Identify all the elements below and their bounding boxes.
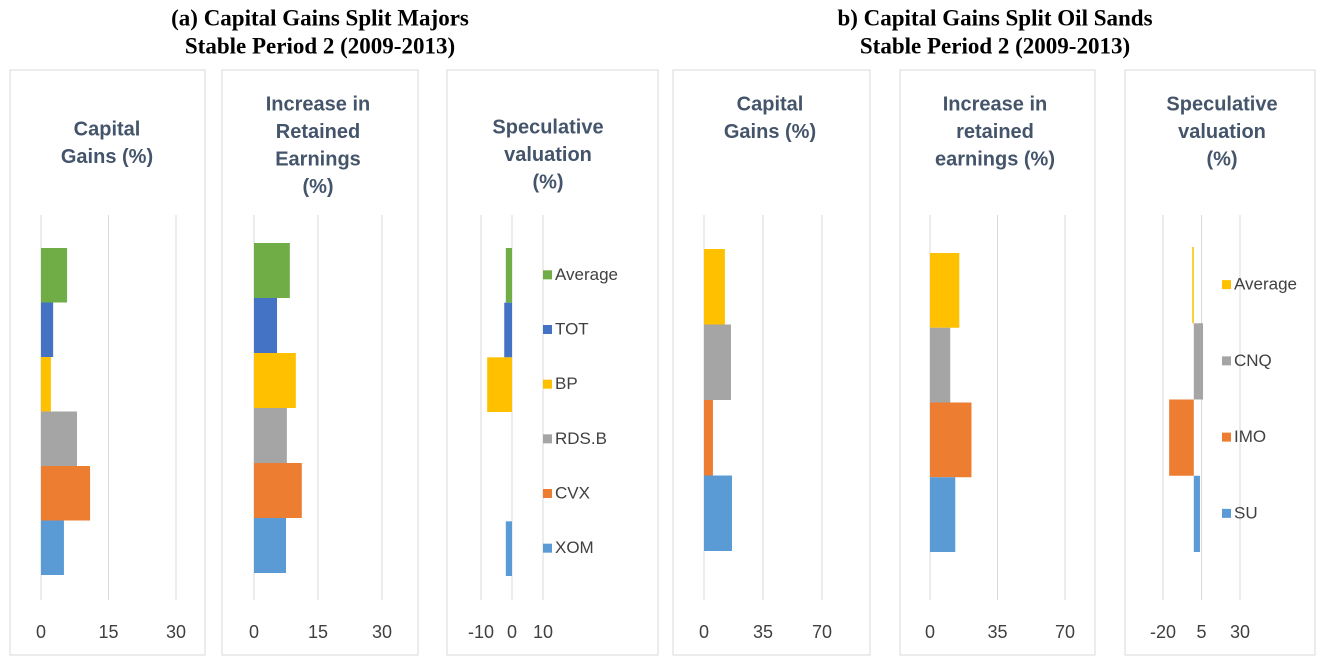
heading: Stable Period 2 (2009-2013) xyxy=(185,33,455,58)
panel-title: Increase in xyxy=(943,93,1048,115)
x-tick-label: 5 xyxy=(1196,622,1206,642)
bar xyxy=(505,248,512,303)
x-tick-label: 70 xyxy=(1055,622,1075,642)
legend-swatch xyxy=(543,325,552,334)
bar xyxy=(1193,323,1204,400)
bar xyxy=(704,475,732,551)
bar xyxy=(505,521,512,576)
x-tick-label: 30 xyxy=(1230,622,1250,642)
bar xyxy=(41,520,64,575)
panel-frame xyxy=(899,69,1096,656)
legend-label: Average xyxy=(555,265,618,284)
x-tick-label: 70 xyxy=(812,622,832,642)
x-tick-label: 10 xyxy=(533,622,553,642)
bar xyxy=(254,518,286,573)
legend-swatch xyxy=(1222,280,1231,290)
panel-title: Retained xyxy=(276,121,360,143)
x-tick-label: -20 xyxy=(1150,622,1176,642)
bar xyxy=(254,463,302,518)
panel-frame xyxy=(446,69,659,656)
bar xyxy=(41,466,91,521)
bar xyxy=(41,357,51,412)
panel-title: Earnings xyxy=(275,148,361,170)
panel-title: Capital xyxy=(74,118,141,140)
heading: Stable Period 2 (2009-2013) xyxy=(860,33,1130,58)
bar xyxy=(504,302,512,358)
bar xyxy=(930,402,972,478)
x-tick-label: -10 xyxy=(468,622,494,642)
legend-label: IMO xyxy=(1234,427,1266,446)
bar xyxy=(41,248,68,303)
legend-label: BP xyxy=(555,374,578,393)
x-tick-label: 0 xyxy=(699,622,709,642)
panel-title: (%) xyxy=(1206,148,1237,170)
bar xyxy=(930,477,956,552)
legend-swatch xyxy=(1222,356,1231,366)
bar xyxy=(41,302,54,357)
legend-swatch xyxy=(1222,432,1231,442)
x-tick-label: 15 xyxy=(98,622,118,642)
legend-swatch xyxy=(543,489,552,498)
bar xyxy=(254,408,287,463)
bar xyxy=(930,327,951,403)
bar xyxy=(254,243,290,298)
bar xyxy=(254,298,278,353)
panel-frame xyxy=(672,69,871,656)
panel-title: Gains (%) xyxy=(724,121,816,143)
x-tick-label: 0 xyxy=(925,622,935,642)
x-tick-label: 0 xyxy=(507,622,517,642)
panel-title: earnings (%) xyxy=(935,148,1055,170)
legend-label: SU xyxy=(1234,503,1258,522)
bar xyxy=(704,324,731,400)
bar xyxy=(704,249,725,325)
panel-title: valuation xyxy=(1178,121,1266,143)
panel-title: (%) xyxy=(302,176,333,198)
panel-title: Speculative xyxy=(492,116,603,138)
legend-label: XOM xyxy=(555,538,594,557)
x-tick-label: 30 xyxy=(372,622,392,642)
legend-swatch xyxy=(543,379,552,389)
x-tick-label: 0 xyxy=(249,622,259,642)
panel-frame xyxy=(221,69,419,656)
bar xyxy=(704,400,713,476)
legend-swatch xyxy=(1222,508,1231,518)
legend-label: CNQ xyxy=(1234,351,1272,370)
panel-title: retained xyxy=(956,121,1034,143)
legend-label: TOT xyxy=(555,319,589,338)
x-tick-label: 0 xyxy=(36,622,46,642)
legend-swatch xyxy=(543,434,552,444)
bar xyxy=(930,253,960,328)
bar xyxy=(1169,399,1194,476)
bar xyxy=(41,411,77,466)
heading: (a) Capital Gains Split Majors xyxy=(171,5,469,30)
panel-title: Capital xyxy=(737,93,804,115)
panel-title: Speculative xyxy=(1166,93,1277,115)
panel-title: Gains (%) xyxy=(61,146,153,168)
x-tick-label: 35 xyxy=(987,622,1007,642)
legend-swatch xyxy=(543,543,552,553)
bar xyxy=(1193,475,1200,552)
legend-label: CVX xyxy=(555,483,590,502)
x-tick-label: 35 xyxy=(753,622,773,642)
bar xyxy=(1192,247,1194,324)
legend-swatch xyxy=(543,270,552,280)
panel-frame xyxy=(9,69,206,656)
x-tick-label: 30 xyxy=(166,622,186,642)
heading: b) Capital Gains Split Oil Sands xyxy=(837,5,1152,30)
legend-label: Average xyxy=(1234,275,1297,294)
panel-title: valuation xyxy=(504,144,592,166)
panel-title: Increase in xyxy=(266,93,371,115)
bar xyxy=(254,353,296,408)
panel-frame xyxy=(1124,69,1316,656)
panel-title: (%) xyxy=(532,171,563,193)
legend-label: RDS.B xyxy=(555,429,607,448)
x-tick-label: 15 xyxy=(308,622,328,642)
bar xyxy=(487,357,512,412)
